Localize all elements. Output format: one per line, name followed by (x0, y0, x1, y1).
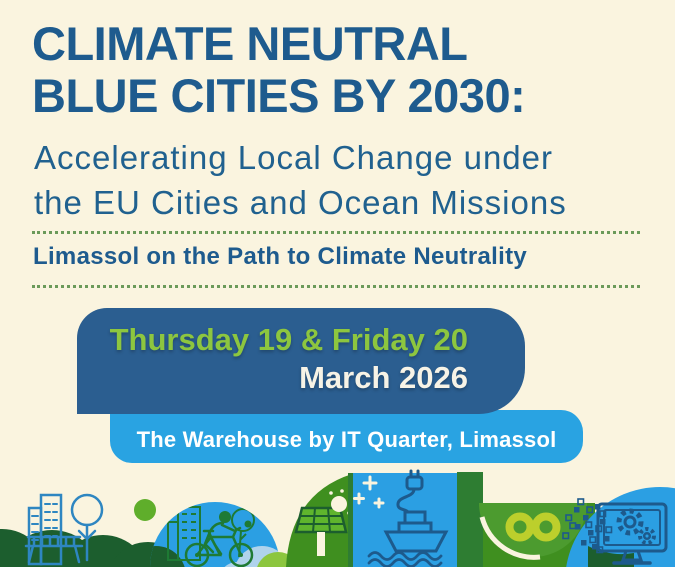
poster-title-line2: BLUE CITIES BY 2030: (32, 69, 526, 122)
city-buildings-icon (27, 493, 63, 566)
green-strip (348, 473, 353, 567)
sun-dot-icon (134, 499, 156, 521)
gear-icon (616, 508, 656, 545)
dotted-separator-top (32, 231, 640, 234)
poster-tagline: Limassol on the Path to Climate Neutrali… (33, 243, 528, 270)
dotted-separator-bottom (32, 285, 640, 288)
venue-banner: The Warehouse by IT Quarter, Limassol (110, 410, 583, 463)
electric-ship-icon (367, 469, 449, 567)
poster-subtitle-line2: the EU Cities and Ocean Missions (34, 184, 567, 221)
circular-economy-icon (479, 503, 587, 560)
park-tree-icon (70, 493, 104, 562)
date-month-text: March 2026 (299, 360, 468, 395)
date-banner: Thursday 19 & Friday 20 March 2026 (77, 308, 525, 414)
pixel-squares-icon (562, 498, 613, 554)
bench-icon (24, 535, 84, 564)
footer-illustration-band (0, 469, 675, 567)
poster-title-line1: CLIMATE NEUTRAL (32, 17, 468, 70)
poster-subtitle-line1: Accelerating Local Change under (34, 139, 553, 176)
venue-text: The Warehouse by IT Quarter, Limassol (136, 426, 557, 452)
sparkle-icon (353, 475, 385, 509)
solar-panel-icon (294, 506, 348, 556)
digital-transition-icon (562, 498, 668, 565)
date-days-text: Thursday 19 & Friday 20 (109, 322, 468, 357)
green-column (457, 472, 483, 567)
